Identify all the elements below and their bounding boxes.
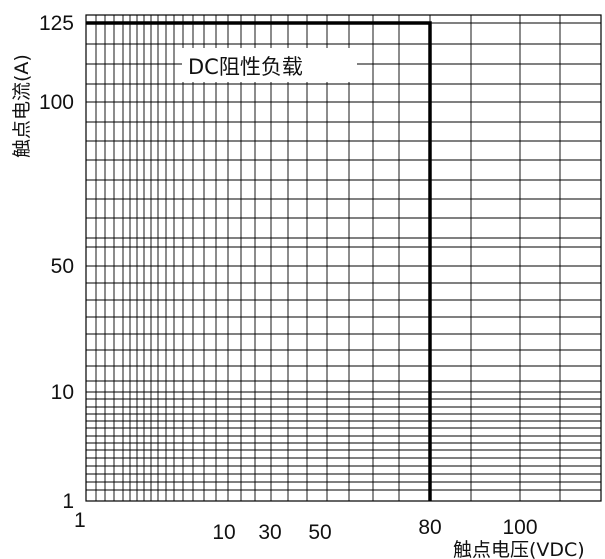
x-tick-label: 80 [418,516,441,539]
y-tick-label: 50 [51,255,74,278]
x-axis-ticks: 1 10 30 50 80 100 [74,509,538,544]
x-tick-label: 50 [308,521,331,544]
y-axis-title: 触点电流(A) [11,54,33,158]
x-axis-title: 触点电压(VDC) [453,539,585,559]
x-tick-label: 1 [74,509,86,532]
load-limit-curve [86,21,432,501]
y-axis-ticks: 1 10 50 100 125 [39,12,74,513]
x-tick-label: 10 [212,521,235,544]
annotation-label: DC阻性负载 [188,55,303,79]
x-tick-label: 30 [258,521,281,544]
y-tick-label: 100 [39,91,74,114]
y-tick-label: 125 [39,12,74,35]
annotation-background [182,48,357,82]
y-tick-label: 1 [62,490,74,513]
x-tick-label: 100 [502,516,537,539]
plot-frame [85,14,602,502]
y-tick-label: 10 [51,381,74,404]
chart-grid [86,15,601,501]
